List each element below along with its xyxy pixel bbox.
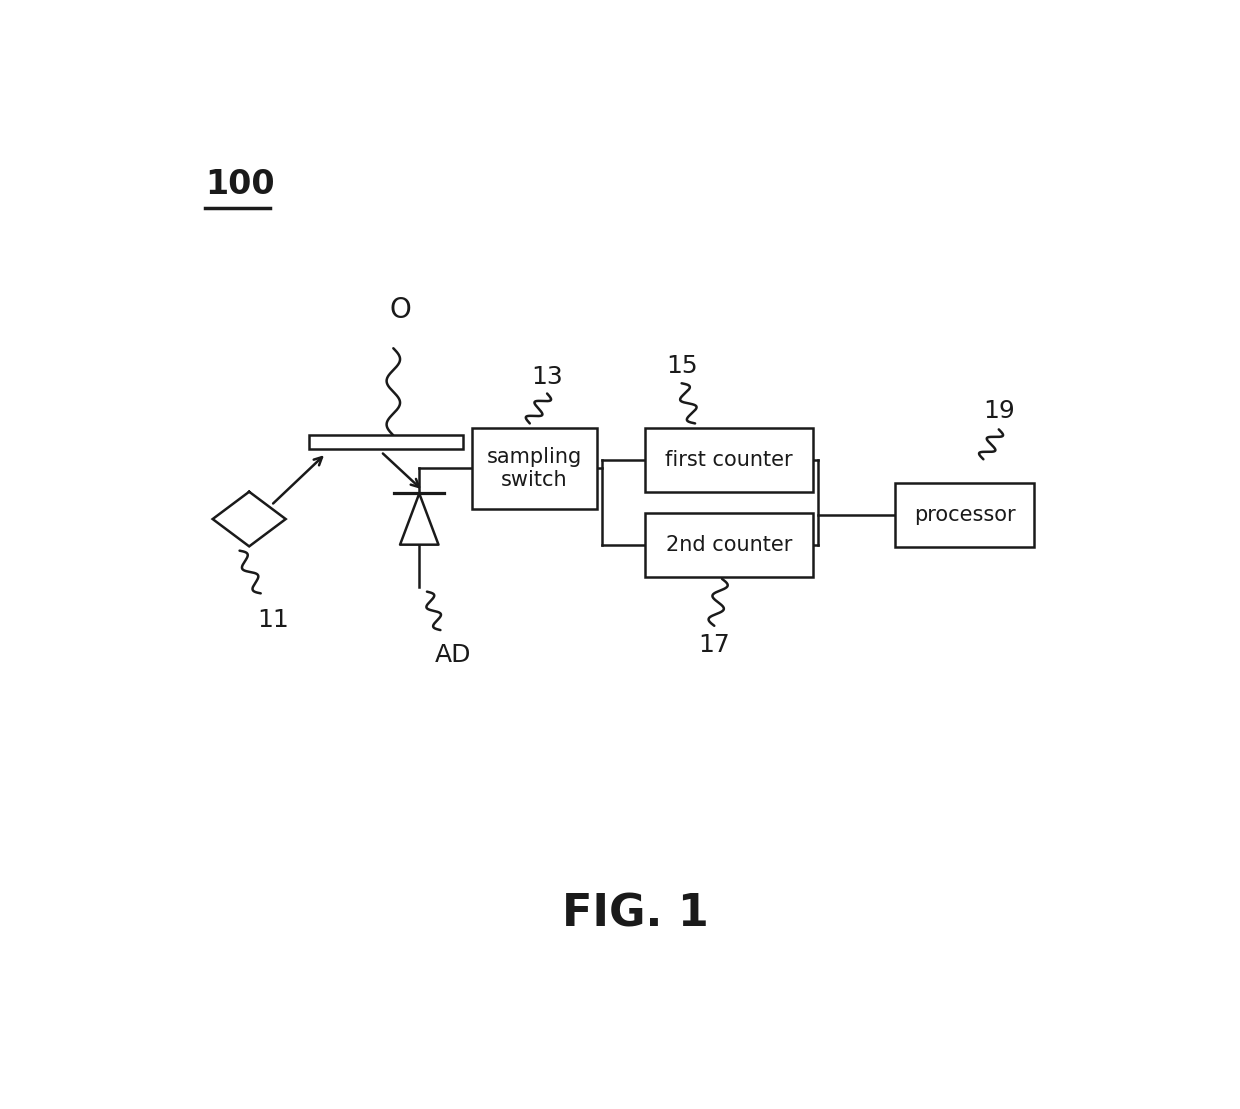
Text: 15: 15 bbox=[666, 354, 697, 378]
Bar bbox=[895, 484, 1034, 547]
Bar bbox=[309, 436, 463, 449]
Text: AD: AD bbox=[435, 643, 471, 667]
Bar bbox=[472, 428, 596, 509]
Text: processor: processor bbox=[914, 506, 1016, 526]
Text: 100: 100 bbox=[205, 169, 274, 202]
Text: 17: 17 bbox=[698, 632, 730, 657]
Text: 19: 19 bbox=[983, 399, 1014, 424]
Bar bbox=[645, 428, 813, 491]
Text: 11: 11 bbox=[258, 608, 289, 632]
Polygon shape bbox=[401, 494, 439, 545]
Text: O: O bbox=[389, 296, 410, 324]
Text: 2nd counter: 2nd counter bbox=[666, 536, 792, 556]
Polygon shape bbox=[213, 491, 285, 547]
Text: sampling
switch: sampling switch bbox=[487, 447, 583, 490]
Text: 13: 13 bbox=[531, 365, 563, 389]
Bar bbox=[645, 513, 813, 577]
Text: first counter: first counter bbox=[666, 450, 794, 470]
Text: FIG. 1: FIG. 1 bbox=[562, 893, 709, 936]
